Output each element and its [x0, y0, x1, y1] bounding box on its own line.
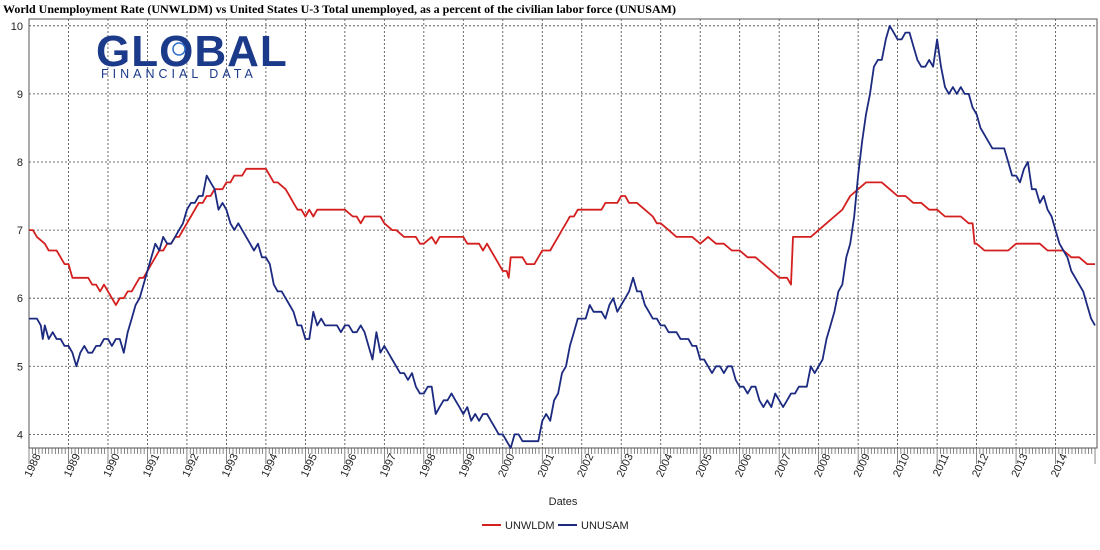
x-tick-label: 1991: [141, 452, 162, 479]
y-tick-label: 4: [17, 429, 23, 441]
plot-frame: [28, 18, 1098, 449]
x-tick-label: 2006: [733, 452, 754, 479]
x-tick-label: 2012: [970, 452, 991, 479]
chart-title: World Unemployment Rate (UNWLDM) vs Unit…: [3, 2, 676, 16]
x-tick-label: 2001: [536, 452, 557, 479]
x-tick-label: 1988: [22, 452, 43, 479]
x-tick-label: 1996: [338, 452, 359, 479]
x-tick-label: 2013: [1010, 452, 1031, 479]
legend-label-unusam: UNUSAM: [581, 520, 629, 532]
globe-icon: [172, 42, 186, 56]
series-lines: [29, 24, 1096, 449]
y-tick-label: 7: [17, 225, 23, 237]
x-tick-label: 1998: [417, 452, 438, 479]
y-tick-label: 5: [17, 361, 23, 373]
y-tick-label: 10: [11, 21, 23, 33]
axes: [28, 18, 1098, 464]
x-axis-title: Dates: [549, 496, 578, 508]
x-tick-label: 1992: [180, 452, 201, 479]
series-line-unusam: [29, 24, 1096, 449]
x-tick-label: 2004: [654, 452, 675, 479]
y-tick-label: 9: [17, 89, 23, 101]
plot-area: [29, 19, 1097, 448]
x-tick-label: 1994: [259, 452, 280, 479]
legend-label-unwldm: UNWLDM: [505, 520, 555, 532]
x-tick-label: 2002: [575, 452, 596, 479]
x-tick-label: 2008: [812, 452, 833, 479]
x-tick-label: 1989: [62, 452, 83, 479]
x-tick-label: 2009: [852, 452, 873, 479]
x-tick-label: 1990: [101, 452, 122, 479]
global-financial-data-logo: GLOBAL FINANCIAL DATA: [96, 27, 288, 81]
x-tick-label: 1993: [220, 452, 241, 479]
x-tick-label: 1999: [457, 452, 478, 479]
y-tick-label: 8: [17, 157, 23, 169]
x-tick-label: 1995: [299, 452, 320, 479]
plot-background: [29, 19, 1097, 448]
x-tick-label: 2003: [615, 452, 636, 479]
x-tick-label: 1997: [378, 452, 399, 479]
logo-sub-text: FINANCIAL DATA: [101, 67, 257, 81]
x-tick-label: 2010: [891, 452, 912, 479]
y-tick-label: 6: [17, 293, 23, 305]
x-tick-label: 2011: [931, 452, 952, 479]
x-tick-label: 2000: [496, 452, 517, 479]
gridlines: [28, 19, 1097, 448]
x-tick-label: 2007: [773, 452, 794, 479]
logo-main-text: GLOBAL: [96, 27, 288, 76]
x-tick-label: 2005: [694, 452, 715, 479]
x-tick-label: 2014: [1049, 452, 1070, 479]
legend: UNWLDM UNUSAM: [482, 520, 629, 532]
